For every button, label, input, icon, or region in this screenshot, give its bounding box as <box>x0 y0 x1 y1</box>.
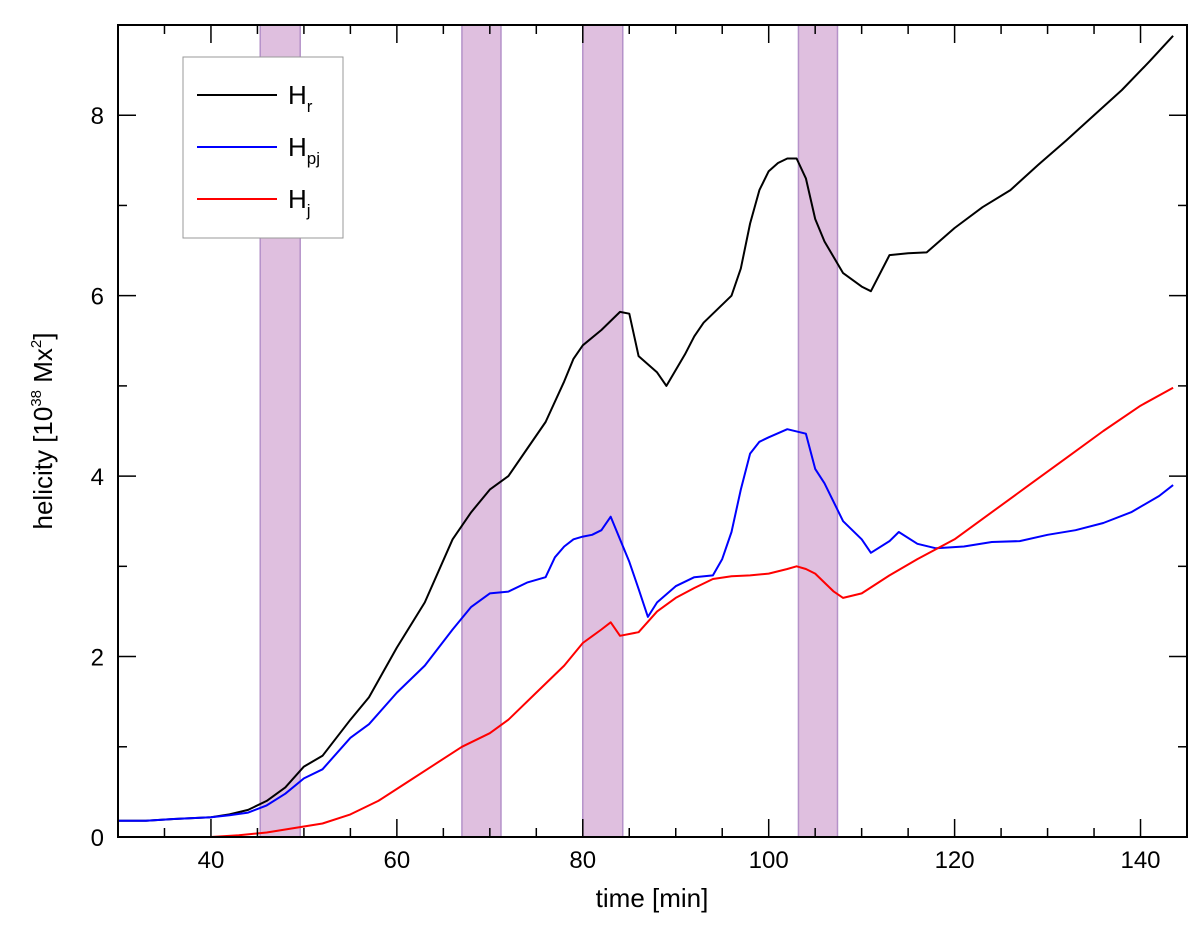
shaded-intervals <box>259 25 839 837</box>
x-tick-label: 40 <box>198 847 225 874</box>
legend-label-hj-name: H <box>288 184 307 214</box>
y-axis-label-suffix: ] <box>28 333 58 340</box>
axis-ticks: 40 60 80 100 120 140 0 2 4 6 8 <box>91 24 1188 874</box>
y-tick-label: 8 <box>91 103 104 130</box>
legend-label-hpj-sub: pj <box>307 149 320 168</box>
shaded-interval-4 <box>797 25 839 837</box>
y-axis-label-unit: Mx <box>28 348 58 390</box>
y-tick-label: 4 <box>91 464 104 491</box>
series-line-hpj <box>118 428 1174 822</box>
series-line-hj <box>210 386 1174 837</box>
y-axis-label-exponent: 38 <box>28 390 45 407</box>
series-lines <box>118 35 1174 837</box>
legend-label-hr-sub: r <box>307 97 313 116</box>
x-tick-label: 60 <box>384 847 411 874</box>
x-tick-label: 120 <box>935 847 975 874</box>
y-tick-label: 6 <box>91 284 104 311</box>
x-tick-label: 100 <box>749 847 789 874</box>
legend-label-hpj: Hpj <box>288 132 320 168</box>
legend: Hr Hpj Hj <box>182 56 344 239</box>
legend-label-hj-sub: j <box>306 201 311 220</box>
plot-frame <box>117 24 1188 838</box>
shaded-interval-3 <box>582 25 624 837</box>
y-tick-label: 0 <box>91 825 104 852</box>
y-axis-label-prefix: helicity [10 <box>28 407 58 530</box>
x-tick-label: 140 <box>1120 847 1160 874</box>
x-tick-label: 80 <box>569 847 596 874</box>
series-line-hr <box>118 35 1174 822</box>
legend-label-hpj-name: H <box>288 132 307 162</box>
legend-entry-hj: Hj <box>197 184 311 220</box>
legend-entry-hr: Hr <box>197 80 313 116</box>
legend-label-hj: Hj <box>288 184 311 220</box>
y-axis-label: helicity [1038 Mx2] <box>28 333 58 530</box>
shaded-interval-2 <box>461 25 502 837</box>
legend-entry-hpj: Hpj <box>197 132 320 168</box>
legend-label-hr-name: H <box>288 80 307 110</box>
y-axis-label-unit-exponent: 2 <box>28 340 45 348</box>
x-axis-label: time [min] <box>596 883 709 913</box>
legend-label-hr: Hr <box>288 80 313 116</box>
y-tick-label: 2 <box>91 645 104 672</box>
